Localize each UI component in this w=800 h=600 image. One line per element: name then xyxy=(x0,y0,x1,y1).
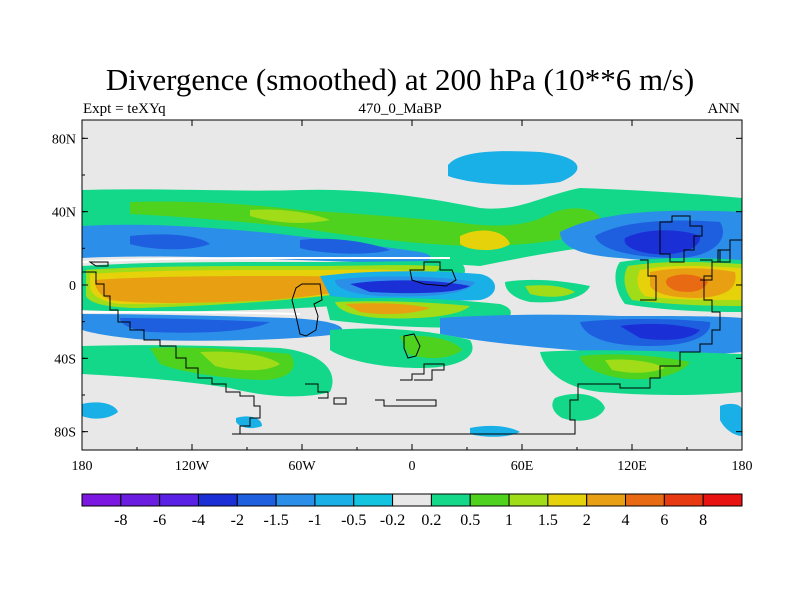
contour-region xyxy=(95,276,380,303)
colorbar-label: 1 xyxy=(505,512,513,529)
colorbar-swatch xyxy=(469,493,510,507)
colorbar-label: 6 xyxy=(660,512,668,529)
colorbar-label: -1.5 xyxy=(263,512,288,529)
contour-region xyxy=(250,209,330,223)
lat-tick-label: 0 xyxy=(69,279,76,294)
contour-region xyxy=(620,323,700,340)
colorbar-label: 0.5 xyxy=(460,512,480,529)
lat-tick-label: 40S xyxy=(54,352,76,367)
colorbar-label: -4 xyxy=(192,512,205,529)
coastlines xyxy=(82,215,742,435)
map-axes: 180 120W 60W 0 60E 120E 180 80N 40N 0 40S 80S xyxy=(52,120,753,474)
case-label: 470_0_MaBP xyxy=(358,101,442,117)
contour-region xyxy=(82,402,118,419)
colorbar-label: -0.5 xyxy=(341,512,366,529)
colorbar: -8 -6 -4 -2 -1.5 -1 -0.5 -0.2 0.2 0.5 1 1.5 2 4 6 8 xyxy=(81,493,743,529)
colorbar-swatch xyxy=(120,493,161,507)
lon-tick-label: 0 xyxy=(409,459,416,474)
colorbar-label: -2 xyxy=(231,512,244,529)
contour-line xyxy=(82,311,301,315)
colorbar-swatch xyxy=(392,493,432,507)
map-field xyxy=(82,120,742,450)
lon-tick-label: 60E xyxy=(511,459,534,474)
colorbar-swatch xyxy=(702,493,743,507)
colorbar-label: 4 xyxy=(622,512,630,529)
contour-region xyxy=(300,238,390,254)
lon-tick-label: 60W xyxy=(288,459,316,474)
colorbar-swatch xyxy=(430,493,471,507)
contour-region xyxy=(400,335,462,359)
contour-region xyxy=(345,303,430,315)
lat-tick-label: 40N xyxy=(52,206,76,221)
colorbar-label: -1 xyxy=(308,512,321,529)
colorbar-label: 8 xyxy=(699,512,707,529)
contour-region xyxy=(448,151,578,185)
lon-tick-label: 180 xyxy=(732,459,753,474)
colorbar-label: -8 xyxy=(114,512,127,529)
contour-line xyxy=(82,256,450,263)
colorbar-swatch xyxy=(275,493,316,507)
lat-tick-label: 80N xyxy=(52,132,76,147)
colorbar-label: 0.2 xyxy=(421,512,441,529)
contour-region xyxy=(120,318,270,333)
colorbar-swatch xyxy=(197,493,238,507)
contour-region xyxy=(525,285,575,297)
contour-region xyxy=(82,224,431,264)
contour-region xyxy=(624,230,701,255)
colorbar-swatch xyxy=(547,493,588,507)
contour-region xyxy=(460,230,510,250)
colorbar-label: -0.2 xyxy=(380,512,405,529)
season-label: ANN xyxy=(707,101,741,117)
contour-region xyxy=(666,274,708,292)
colorbar-swatch xyxy=(353,493,394,507)
colorbar-swatch xyxy=(586,493,627,507)
colorbar-swatch xyxy=(159,493,199,507)
colorbar-swatch xyxy=(81,493,122,507)
experiment-label: Expt = teXYq xyxy=(83,101,166,117)
lat-tick-label: 80S xyxy=(54,426,76,441)
plot-title: Divergence (smoothed) at 200 hPa (10**6 … xyxy=(105,62,695,97)
contour-region xyxy=(605,359,665,373)
colorbar-swatch xyxy=(625,493,665,507)
colorbar-swatch xyxy=(314,493,355,507)
lon-tick-label: 120W xyxy=(175,459,210,474)
contour-region xyxy=(236,416,262,429)
colorbar-label: 2 xyxy=(583,512,591,529)
lon-tick-label: 120E xyxy=(617,459,647,474)
lon-tick-label: 180 xyxy=(72,459,93,474)
colorbar-swatch xyxy=(663,493,704,507)
contour-region xyxy=(552,393,605,421)
contour-region xyxy=(200,351,280,371)
colorbar-label: -6 xyxy=(153,512,166,529)
colorbar-label: 1.5 xyxy=(538,512,558,529)
colorbar-swatch xyxy=(508,493,549,507)
contour-region xyxy=(720,403,742,436)
contour-region xyxy=(130,234,210,250)
colorbar-swatch xyxy=(236,493,277,507)
contour-region xyxy=(350,280,470,294)
